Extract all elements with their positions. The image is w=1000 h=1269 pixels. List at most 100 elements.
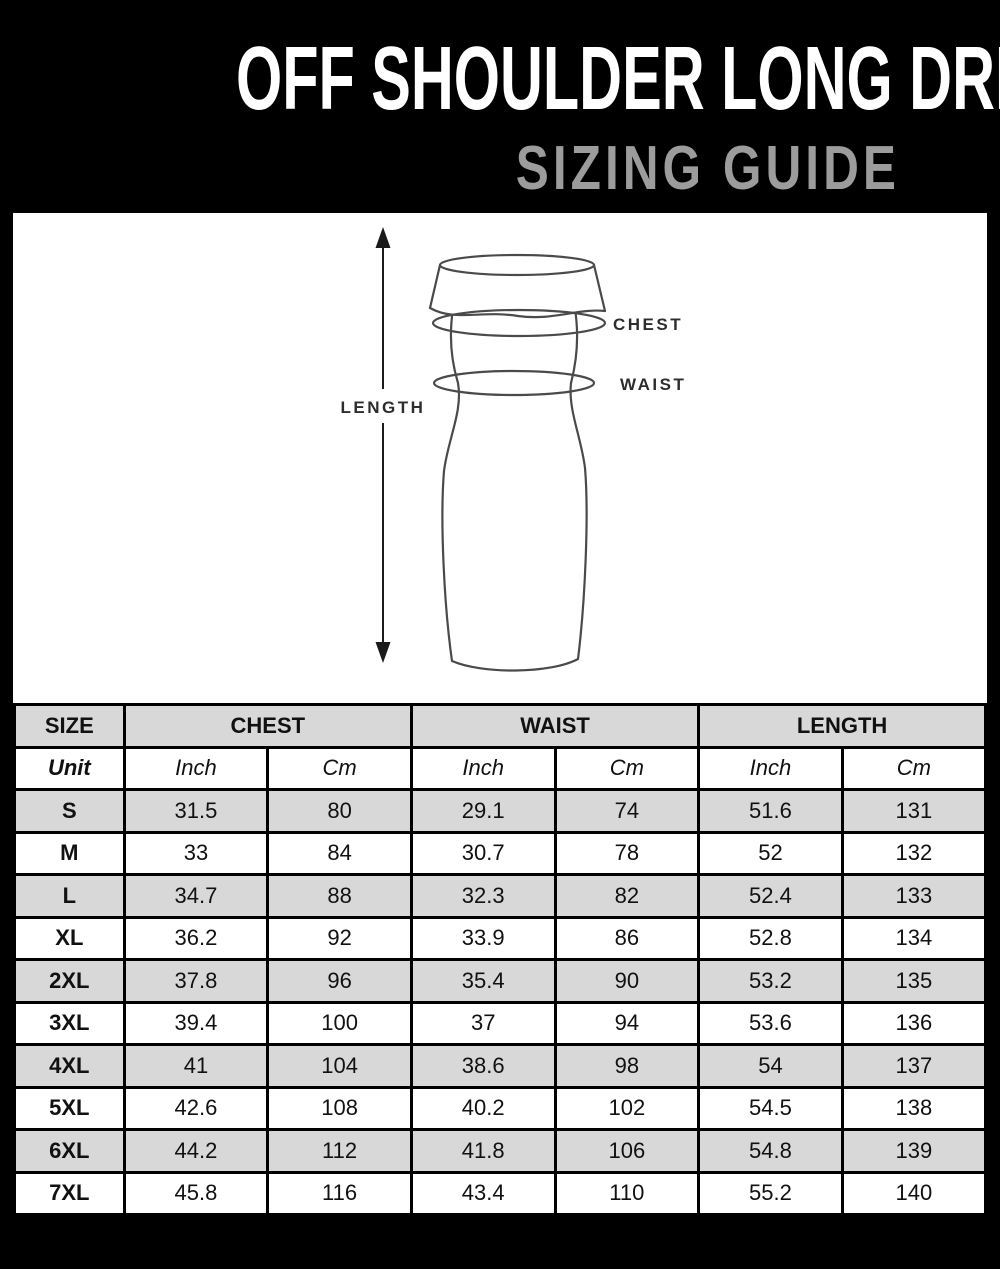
value-cell: 86: [553, 915, 701, 961]
size-cell: 2XL: [13, 958, 126, 1004]
table-header-row: SIZE CHEST WAIST LENGTH: [13, 703, 987, 749]
value-cell: 84: [266, 830, 413, 876]
value-cell: 43.4: [409, 1170, 557, 1216]
waist-label: WAIST: [620, 375, 686, 394]
unit-waist-inch: Inch: [409, 745, 557, 791]
value-cell: 52.4: [697, 873, 844, 919]
value-cell: 54.8: [697, 1128, 844, 1174]
unit-chest-cm: Cm: [266, 745, 413, 791]
length-arrow: [375, 227, 391, 663]
value-cell: 44.2: [122, 1128, 270, 1174]
value-cell: 29.1: [409, 788, 557, 834]
value-cell: 74: [553, 788, 701, 834]
value-cell: 110: [553, 1170, 701, 1216]
size-cell: 6XL: [13, 1128, 126, 1174]
size-cell: S: [13, 788, 126, 834]
table-row: XL 36.2 92 33.9 86 52.8 134: [13, 915, 988, 961]
value-cell: 135: [840, 958, 988, 1004]
value-cell: 134: [840, 915, 988, 961]
value-cell: 133: [840, 873, 988, 919]
chest-label: CHEST: [613, 315, 683, 334]
value-cell: 116: [266, 1170, 413, 1216]
value-cell: 108: [266, 1085, 413, 1131]
table-row: 2XL 37.8 96 35.4 90 53.2 135: [13, 958, 988, 1004]
unit-label: Unit: [13, 745, 126, 791]
value-cell: 138: [840, 1085, 988, 1131]
table-row: 5XL 42.6 108 40.2 102 54.5 138: [13, 1085, 988, 1131]
value-cell: 30.7: [409, 830, 557, 876]
unit-waist-cm: Cm: [553, 745, 701, 791]
page-subtitle: SIZING GUIDE: [515, 134, 900, 203]
value-cell: 88: [266, 873, 413, 919]
value-cell: 96: [266, 958, 413, 1004]
value-cell: 98: [553, 1043, 701, 1089]
value-cell: 140: [840, 1170, 988, 1216]
value-cell: 41: [122, 1043, 270, 1089]
value-cell: 37.8: [122, 958, 270, 1004]
value-cell: 104: [266, 1043, 413, 1089]
col-header-size: SIZE: [13, 703, 126, 749]
value-cell: 112: [266, 1128, 413, 1174]
size-cell: 5XL: [13, 1085, 126, 1131]
value-cell: 34.7: [122, 873, 270, 919]
value-cell: 40.2: [409, 1085, 557, 1131]
table-row: 6XL 44.2 112 41.8 106 54.8 139: [13, 1128, 988, 1174]
value-cell: 42.6: [122, 1085, 270, 1131]
size-cell: L: [13, 873, 126, 919]
neckline-opening: [438, 253, 596, 277]
size-rows: S 31.5 80 29.1 74 51.6 131 M 33 84 30.7 78 52 132 L 34.…: [13, 788, 988, 1216]
value-cell: 33.9: [409, 915, 557, 961]
value-cell: 80: [266, 788, 413, 834]
value-cell: 90: [553, 958, 701, 1004]
size-cell: 7XL: [13, 1170, 126, 1216]
dress-body: [441, 307, 588, 672]
table-row: 3XL 39.4 100 37 94 53.6 136: [13, 1000, 988, 1046]
length-label: LENGTH: [341, 398, 426, 417]
table-row: L 34.7 88 32.3 82 52.4 133: [13, 873, 988, 919]
value-cell: 33: [122, 830, 270, 876]
value-cell: 132: [840, 830, 988, 876]
dress-shoulder-band: [428, 263, 607, 319]
size-cell: 4XL: [13, 1043, 126, 1089]
value-cell: 78: [553, 830, 701, 876]
col-header-chest: CHEST: [122, 703, 413, 749]
dress-line-drawing: LENGTH CHEST WAIST: [335, 227, 686, 672]
unit-length-cm: Cm: [840, 745, 988, 791]
table-row: S 31.5 80 29.1 74 51.6 131: [13, 788, 988, 834]
value-cell: 36.2: [122, 915, 270, 961]
value-cell: 32.3: [409, 873, 557, 919]
value-cell: 51.6: [697, 788, 844, 834]
value-cell: 100: [266, 1000, 413, 1046]
dress-measurement-diagram: LENGTH CHEST WAIST: [13, 213, 987, 703]
value-cell: 35.4: [409, 958, 557, 1004]
value-cell: 102: [553, 1085, 701, 1131]
col-header-length: LENGTH: [697, 703, 987, 749]
value-cell: 54: [697, 1043, 844, 1089]
value-cell: 54.5: [697, 1085, 844, 1131]
waist-measure-band: [432, 369, 596, 397]
size-cell: XL: [13, 915, 126, 961]
header: OFF SHOULDER LONG DRESS SIZING GUIDE: [0, 0, 1000, 213]
value-cell: 39.4: [122, 1000, 270, 1046]
value-cell: 94: [553, 1000, 701, 1046]
table-row: 4XL 41 104 38.6 98 54 137: [13, 1043, 988, 1089]
size-cell: M: [13, 830, 126, 876]
value-cell: 31.5: [122, 788, 270, 834]
col-header-waist: WAIST: [409, 703, 701, 749]
value-cell: 37: [409, 1000, 557, 1046]
value-cell: 41.8: [409, 1128, 557, 1174]
value-cell: 92: [266, 915, 413, 961]
table-row: M 33 84 30.7 78 52 132: [13, 830, 988, 876]
chest-measure-band: [431, 308, 607, 338]
value-cell: 139: [840, 1128, 988, 1174]
value-cell: 82: [553, 873, 701, 919]
value-cell: 137: [840, 1043, 988, 1089]
content-panel: LENGTH CHEST WAIST SIZE CHEST WAIST LENG…: [13, 213, 988, 1216]
size-chart-table: SIZE CHEST WAIST LENGTH Unit Inch Cm Inc…: [13, 703, 988, 1216]
value-cell: 131: [840, 788, 988, 834]
length-label-mask: [335, 389, 431, 423]
value-cell: 45.8: [122, 1170, 270, 1216]
value-cell: 106: [553, 1128, 701, 1174]
value-cell: 55.2: [697, 1170, 844, 1216]
unit-row: Unit Inch Cm Inch Cm Inch Cm: [13, 745, 988, 791]
